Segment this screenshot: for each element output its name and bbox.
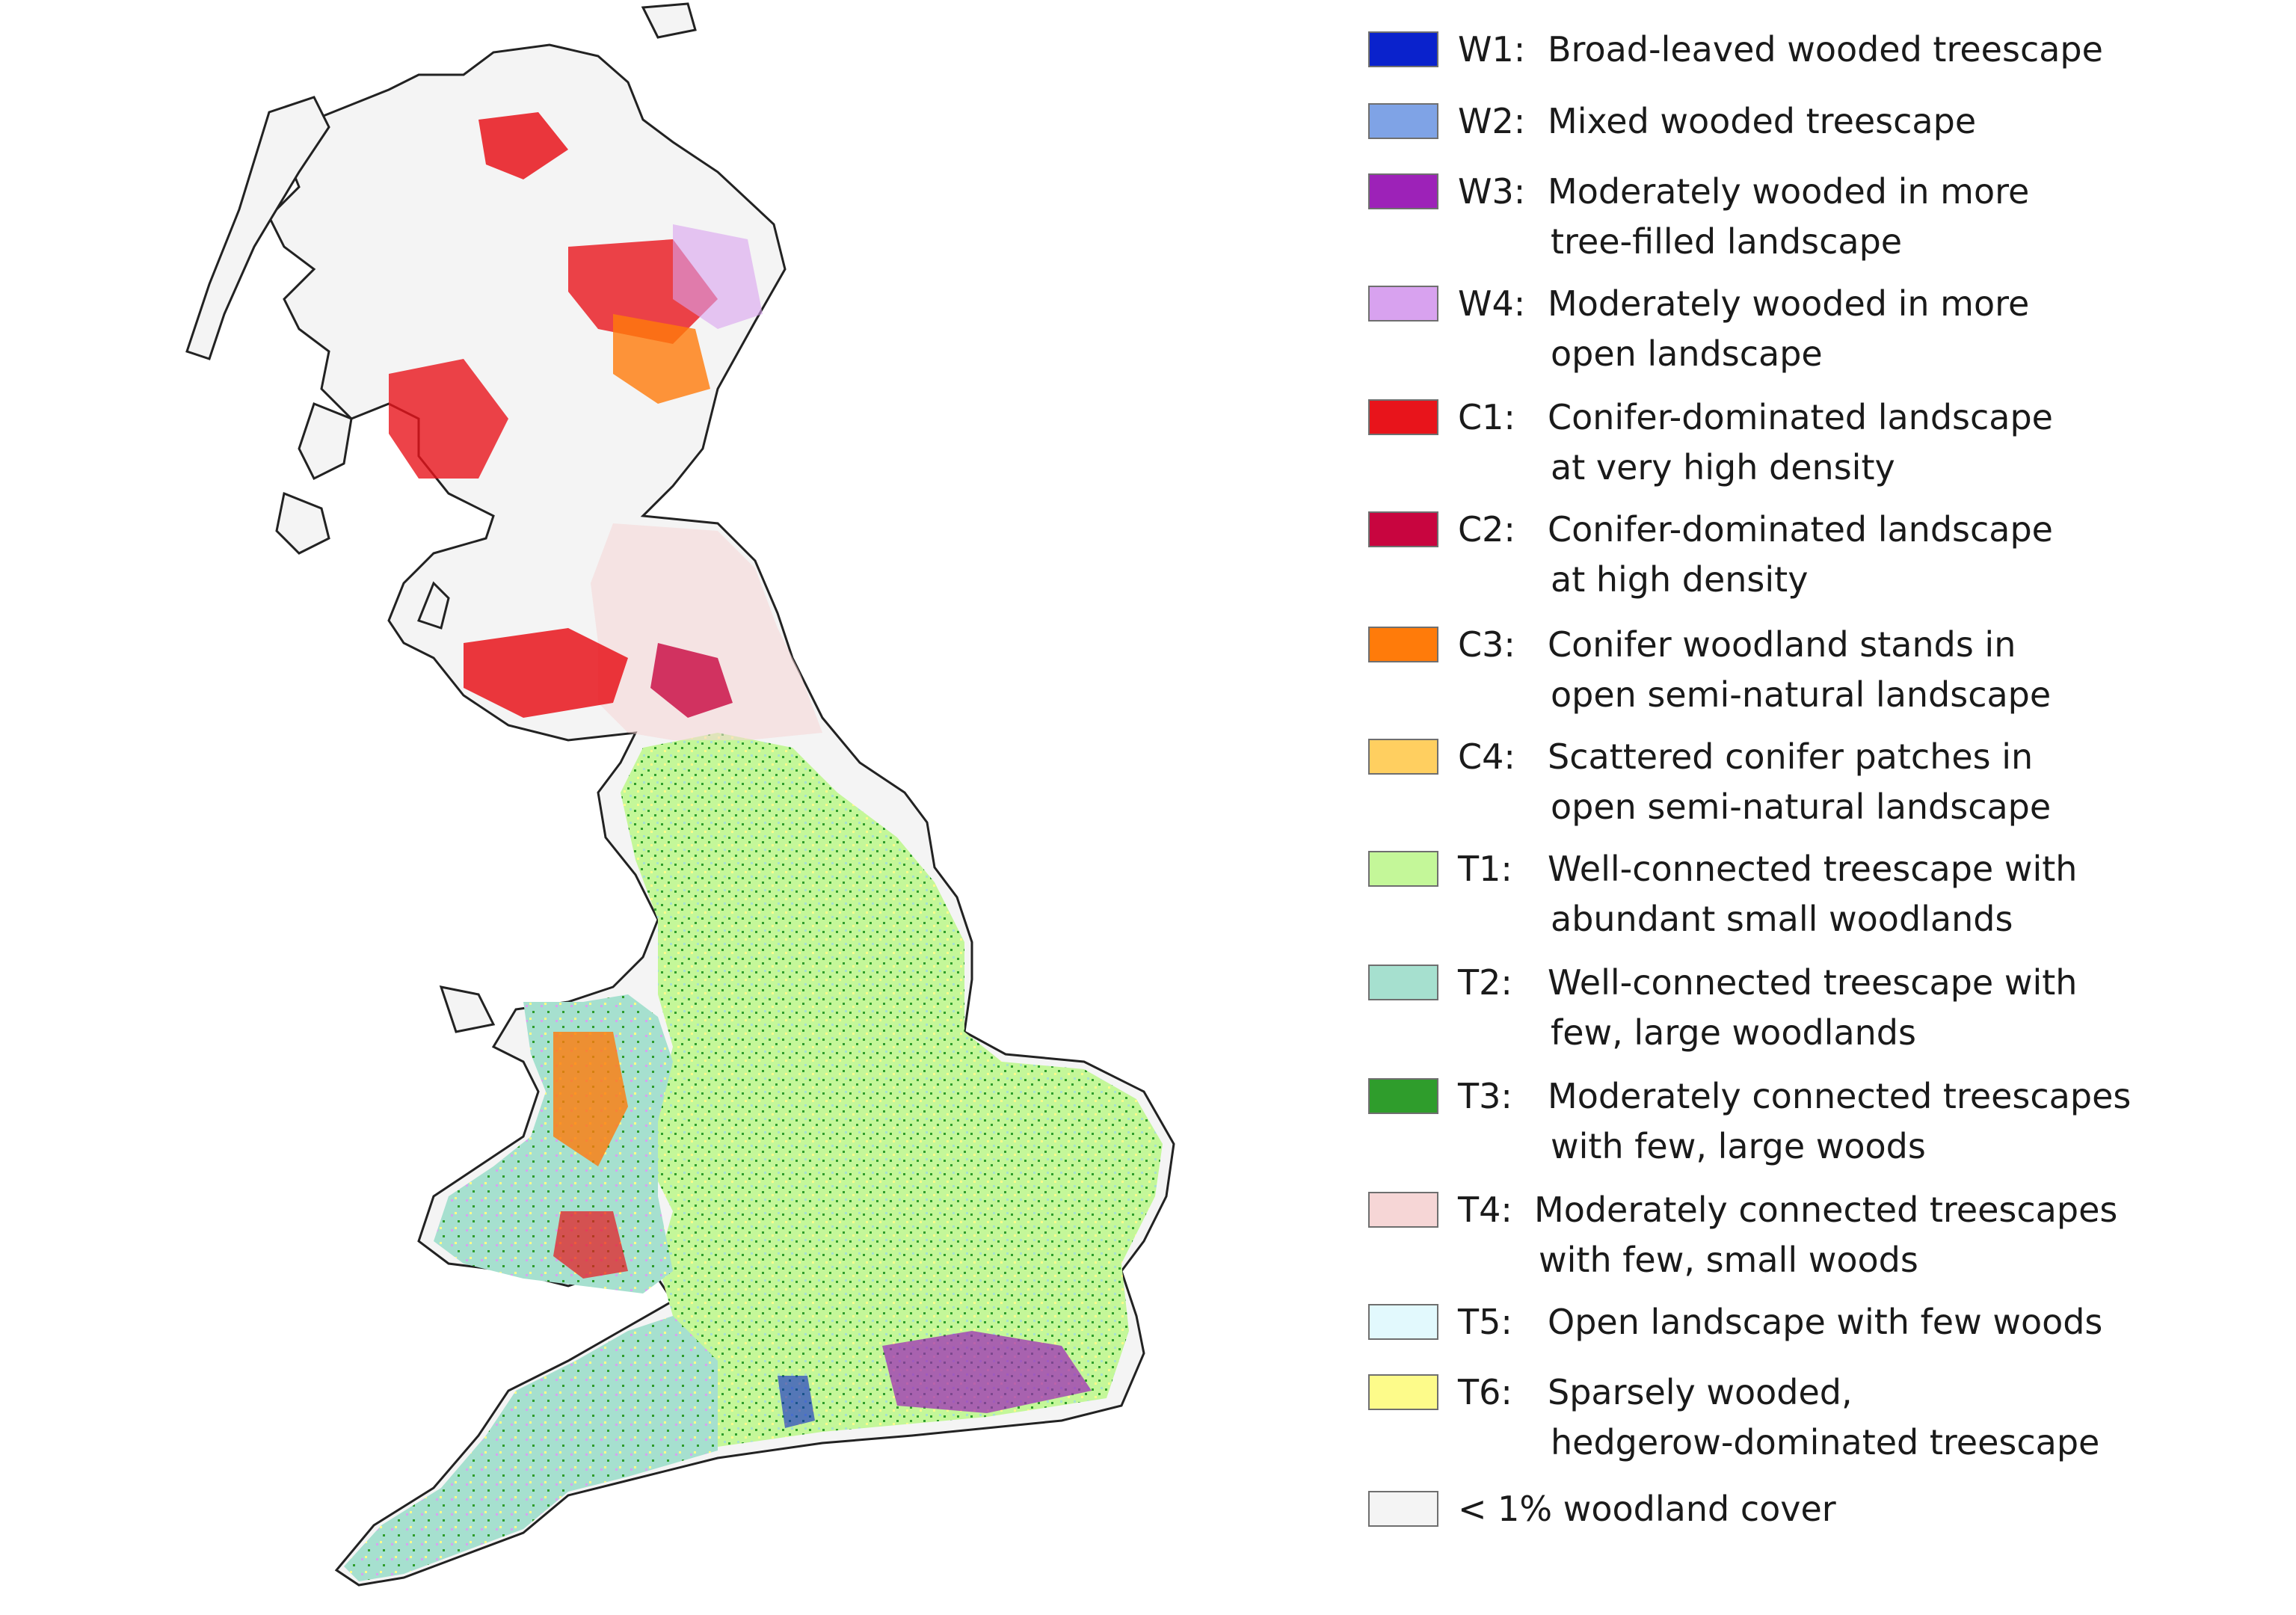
legend-description: Broad-leaved wooded treescape — [1548, 25, 2103, 75]
legend-description-line2: with few, large woods — [1551, 1126, 1926, 1166]
legend-swatch — [1368, 1374, 1438, 1410]
legend-description: Well-connected treescape with abundant sm… — [1548, 844, 2077, 944]
legend-description-line1: Well-connected treescape with — [1548, 849, 2078, 889]
legend-description-line2: at very high density — [1551, 447, 1895, 487]
legend-swatch — [1368, 965, 1438, 1000]
legend-code: W1: — [1458, 29, 1526, 70]
legend-description: Moderately wooded in more tree-filled lan… — [1548, 167, 2029, 267]
legend-description: Sparsely wooded, hedgerow-dominated trees… — [1548, 1368, 2099, 1468]
legend-swatch — [1368, 739, 1438, 775]
treescape-map — [185, 2, 1175, 1587]
legend-description-line1: Scattered conifer patches in — [1548, 736, 2034, 777]
legend-description-line1: Conifer woodland stands in — [1548, 624, 2016, 665]
legend-description-line2: open semi-natural landscape — [1551, 674, 2052, 715]
legend-description-line1: Mixed wooded treescape — [1548, 101, 1977, 141]
legend-description-line1: Moderately wooded in more — [1548, 283, 2030, 324]
legend-description-line1: Conifer-dominated landscape — [1548, 397, 2053, 437]
legend-code: T1: — [1458, 849, 1512, 889]
legend-description-line2: tree-filled landscape — [1551, 221, 1903, 262]
legend-description-line2: with few, small woods — [1539, 1240, 1918, 1280]
legend-code: W2: — [1458, 101, 1526, 141]
legend-swatch — [1368, 627, 1438, 662]
legend-description-line1: Broad-leaved wooded treescape — [1548, 29, 2103, 70]
legend-description-line2: few, large woodlands — [1551, 1012, 1916, 1053]
legend-description: Conifer woodland stands in open semi-natu… — [1548, 620, 2051, 720]
legend-swatch — [1368, 103, 1438, 139]
legend-description-line1: Moderately wooded in more — [1548, 171, 2030, 212]
legend-description: Conifer-dominated landscape at very high … — [1548, 393, 2053, 493]
legend-description-line1: Moderately connected treescapes — [1534, 1190, 2118, 1230]
northern-england-fill — [591, 523, 822, 740]
legend-description: Scattered conifer patches in open semi-na… — [1548, 732, 2051, 832]
legend-swatch — [1368, 511, 1438, 547]
south-west-fill — [344, 1316, 718, 1581]
legend-description: Conifer-dominated landscape at high densi… — [1548, 505, 2053, 605]
legend-swatch — [1368, 1304, 1438, 1340]
legend-code: C3: — [1458, 624, 1515, 665]
legend-swatch — [1368, 286, 1438, 322]
legend-code: C1: — [1458, 397, 1515, 437]
legend-description: Open landscape with few woods — [1548, 1297, 2102, 1347]
legend-description: Mixed wooded treescape — [1548, 96, 1976, 147]
legend-swatch — [1368, 31, 1438, 67]
legend-swatch — [1368, 851, 1438, 887]
legend-description-line2: abundant small woodlands — [1551, 899, 2013, 939]
legend-description-line1: Open landscape with few woods — [1548, 1302, 2103, 1342]
legend-code: C4: — [1458, 736, 1515, 777]
conifer-patches — [389, 112, 1092, 1428]
legend-code: T3: — [1458, 1076, 1512, 1116]
legend-code: T2: — [1458, 962, 1512, 1003]
legend-description: Moderately wooded in more open landscape — [1548, 279, 2029, 379]
legend-description-line1: Well-connected treescape with — [1548, 962, 2078, 1003]
legend-description-line2: at high density — [1551, 559, 1809, 600]
england-lowland-fill — [621, 733, 1163, 1447]
legend-code: W3: — [1458, 171, 1526, 212]
legend-description: Moderately connected treescapes with few,… — [1534, 1185, 2117, 1285]
legend-description: Moderately connected treescapes with few,… — [1548, 1071, 2131, 1172]
legend-code: C2: — [1458, 509, 1515, 550]
legend-description-line1: Sparsely wooded, — [1548, 1372, 1853, 1412]
legend-description: Well-connected treescape with few, large … — [1548, 958, 2077, 1058]
legend-code: T6: — [1458, 1372, 1512, 1412]
western-isles — [185, 2, 697, 1033]
legend-description-line2: open semi-natural landscape — [1551, 787, 2052, 827]
legend-low-cover-label: < 1% woodland cover — [1458, 1489, 1836, 1529]
legend-swatch — [1368, 1078, 1438, 1114]
legend-swatch — [1368, 173, 1438, 209]
legend-swatch — [1368, 399, 1438, 435]
legend-code: T4: — [1458, 1190, 1512, 1230]
legend-description-line2: open landscape — [1551, 333, 1823, 374]
legend-swatch — [1368, 1491, 1438, 1527]
legend-description-line1: Conifer-dominated landscape — [1548, 509, 2053, 550]
legend-code: W4: — [1458, 283, 1526, 324]
legend-swatch — [1368, 1192, 1438, 1228]
legend-description-line1: Moderately connected treescapes — [1548, 1076, 2132, 1116]
legend-code: T5: — [1458, 1302, 1512, 1342]
legend-description-line2: hedgerow-dominated treescape — [1551, 1422, 2100, 1462]
